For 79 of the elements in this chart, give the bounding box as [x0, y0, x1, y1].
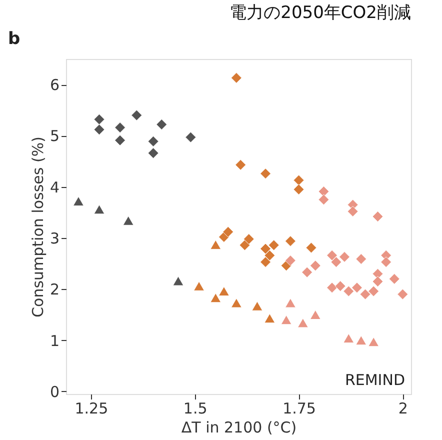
point	[368, 337, 380, 347]
point	[330, 256, 342, 268]
point	[239, 240, 250, 251]
y-tick-label: 1	[50, 332, 60, 350]
point	[94, 204, 105, 214]
point	[72, 196, 84, 206]
point	[334, 280, 346, 292]
point	[284, 236, 296, 247]
point	[318, 186, 330, 197]
point	[351, 282, 362, 294]
point	[114, 122, 126, 134]
point	[156, 118, 168, 130]
y-tick-label: 0	[50, 382, 60, 401]
point	[339, 251, 350, 262]
point	[293, 174, 304, 186]
point	[372, 276, 384, 287]
point	[94, 114, 105, 125]
y-tick-label: 3	[50, 230, 60, 248]
point	[372, 268, 384, 280]
point	[260, 243, 272, 254]
point	[131, 110, 142, 121]
x-tick-label: 1.75	[282, 400, 316, 418]
point	[230, 298, 242, 308]
point	[264, 314, 276, 324]
point	[372, 211, 384, 222]
point	[380, 256, 392, 268]
x-tick-label: 2	[398, 400, 408, 418]
point	[210, 293, 222, 303]
y-axis-title: Consumption losses (%)	[28, 136, 47, 318]
point	[260, 256, 272, 268]
point	[284, 255, 296, 266]
point	[268, 240, 280, 251]
point	[122, 216, 134, 226]
point	[368, 286, 380, 297]
point	[264, 250, 276, 261]
y-tick-label: 6	[50, 76, 60, 94]
point	[252, 301, 263, 311]
point	[230, 72, 242, 84]
chart-title: 電力の2050年CO2削減	[230, 3, 411, 23]
y-tick-label: 2	[50, 280, 60, 299]
point	[218, 286, 230, 296]
text: b	[8, 29, 20, 49]
point	[185, 132, 196, 143]
point	[194, 281, 205, 291]
point	[284, 298, 296, 308]
point	[343, 286, 354, 297]
y-tick-label: 5	[50, 127, 60, 146]
point	[318, 194, 330, 206]
point	[210, 240, 222, 250]
point	[235, 159, 246, 170]
point	[260, 168, 272, 180]
point	[310, 310, 321, 320]
annotation: REMIND	[344, 371, 405, 389]
point	[310, 260, 321, 272]
point	[343, 333, 354, 344]
point	[347, 206, 358, 217]
point	[243, 234, 254, 245]
point	[280, 315, 292, 325]
x-axis-title: ΔT in 2100 (°C)	[181, 418, 297, 436]
point	[356, 336, 367, 346]
point	[397, 288, 408, 300]
point	[356, 253, 367, 264]
point	[172, 276, 184, 286]
point	[293, 184, 304, 195]
point	[148, 136, 159, 147]
point	[360, 288, 371, 300]
point	[222, 226, 234, 238]
point	[306, 242, 317, 254]
point	[94, 124, 105, 136]
point	[114, 134, 126, 146]
point	[326, 250, 338, 261]
x-tick-label: 1.5	[183, 400, 208, 418]
point	[326, 282, 338, 294]
y-tick-label: 4	[50, 178, 60, 196]
point	[302, 266, 313, 278]
point	[297, 318, 308, 328]
point	[148, 148, 159, 159]
x-tick-label: 1.25	[74, 400, 108, 418]
point	[388, 273, 400, 284]
